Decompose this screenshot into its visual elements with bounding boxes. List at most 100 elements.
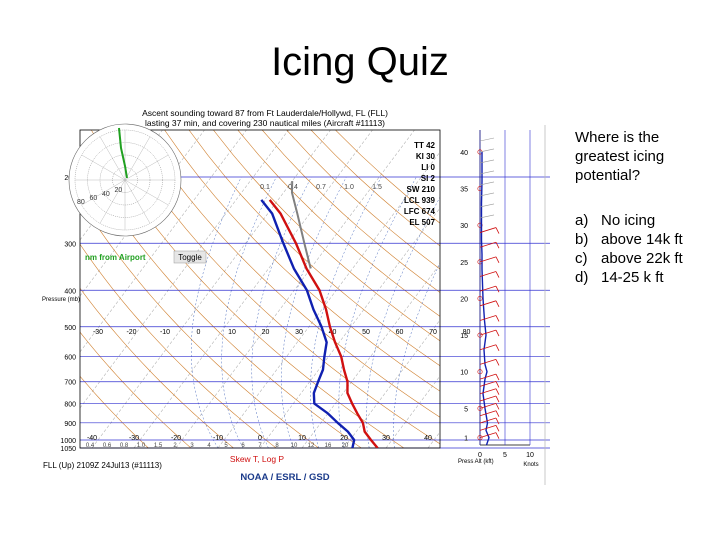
altitude-tick-label: 10 [460,370,468,377]
altitude-tick-label: 35 [460,187,468,194]
pressure-tick-label: 400 [64,288,76,295]
option-letter: b) [575,231,589,248]
hodograph-toggle-label: Toggle [178,253,202,262]
answer-option-c: c) above 22k ft [575,249,715,268]
hodograph-ring-label: 40 [102,191,110,198]
hodograph-inset: 20 40 60 80 nm from Airport Toggle [68,123,207,264]
option-text: No icing [601,212,656,229]
wind-barb-flag [495,410,500,417]
bottom-extra-tick: 7 [258,443,262,449]
wind-barb [479,256,497,263]
isotherm-line [343,319,440,448]
wind-barb-aloft [479,170,495,175]
wind-barb-aloft [479,192,495,197]
series-parcel-line [290,181,312,269]
isotherm-line [80,130,289,409]
index-si: SI 2 [421,174,436,183]
index-li: LI 0 [421,163,435,172]
wind-barb [479,402,497,409]
index-tt: TT 42 [414,141,435,150]
skewt-chart: 20030040050060070080090010001050Pressure… [42,108,550,485]
wind-barb [479,424,497,431]
temperature-tick-label: -10 [213,435,223,442]
hodograph-spoke [81,154,126,181]
wind-barb [479,417,497,424]
hodograph-spoke [124,179,169,206]
isotherm-line [301,263,440,448]
isotherm-tick-label: 0 [197,329,201,336]
temperature-tick-label: -30 [129,435,139,442]
altitude-tick-label: 25 [460,260,468,267]
wind-barb-flag [495,329,500,337]
skewt-title: Ascent sounding toward 87 from Ft Lauder… [142,108,388,118]
answer-option-b: b) above 14k ft [575,230,715,249]
bottom-extra-tick: 1.5 [154,443,163,449]
wind-barb [479,300,497,307]
altitude-tick-label: 20 [460,296,468,303]
series-dewpoint-line [260,199,356,448]
skewt-credit: NOAA / ESRL / GSD [240,472,329,483]
isotherm-tick-label: 50 [362,329,370,336]
index-el: EL 507 [409,218,435,227]
wind-barb-flag [495,388,500,395]
wind-barb [479,227,497,233]
isotherm-line [80,130,247,353]
isotherm-line [175,130,415,448]
temperature-tick-label: 10 [298,435,306,442]
hodograph-spoke [81,179,126,206]
altitude-tick-label: 15 [460,333,468,340]
isotherm-tick-label: -10 [160,329,170,336]
wind-barb [479,432,497,439]
wind-barb-aloft [479,148,495,153]
isotherm-tick-label: 30 [295,329,303,336]
wind-barb-flag [495,403,500,410]
skewt-chart-area: 20030040050060070080090010001050Pressure… [40,100,550,490]
moist-adiabat-line [366,196,440,448]
wind-barb [479,359,497,365]
option-text: 14-25 k ft [601,269,664,286]
mixing-ratio-label: 0.7 [316,184,326,191]
dry-adiabat-line [335,130,440,224]
wind-barb-flag [495,417,500,425]
wind-barb [479,344,497,351]
index-lfc: LFC 674 [404,207,436,216]
wind-panel-xlabel: Knots [523,462,538,468]
isotherm-line [385,375,440,448]
wind-barb-aloft [479,159,495,164]
isotherm-tick-label: 70 [429,329,437,336]
pressure-tick-label: 500 [64,325,76,332]
isotherm-tick-label: -30 [93,329,103,336]
bottom-extra-tick: 0.4 [86,443,95,449]
answer-option-a: a) No icing [575,211,715,230]
answer-option-d: d) 14-25 k ft [575,268,715,287]
wind-barb-flag [495,300,500,307]
temperature-tick-label: 20 [340,435,348,442]
isotherm-line [427,431,440,448]
plot-frame [79,129,441,449]
wind-barb-flag [495,285,500,293]
hodograph-ring-label: 60 [90,195,98,202]
pressure-tick-label: 700 [64,380,76,387]
moist-adiabat-line [190,176,242,448]
wind-barb-flag [495,256,500,264]
bottom-extra-tick: 12 [308,443,315,449]
hodograph-toggle-button [173,250,207,264]
pressure-tick-label: 600 [64,355,76,362]
bottom-extra-tick: 4 [207,443,211,449]
sounding-traces [260,181,379,448]
wind-barb [479,315,497,321]
isotherm-line [217,151,440,448]
wind-barb [479,373,497,380]
wind-barb-flag [495,359,500,366]
hodograph-spoke [124,154,169,181]
isotherm-tick-label: 80 [463,329,471,336]
hodograph-ring-label: 80 [77,199,85,206]
option-text: above 14k ft [601,231,683,248]
bottom-extra-tick: 0.6 [103,443,112,449]
altitude-marker [477,369,483,375]
bottom-extra-tick: 1.0 [137,443,146,449]
dry-adiabat-line [286,130,440,270]
altitude-tick-label: 1 [464,436,468,443]
pressure-tick-label: 1050 [60,446,76,453]
wind-barb [479,329,497,336]
